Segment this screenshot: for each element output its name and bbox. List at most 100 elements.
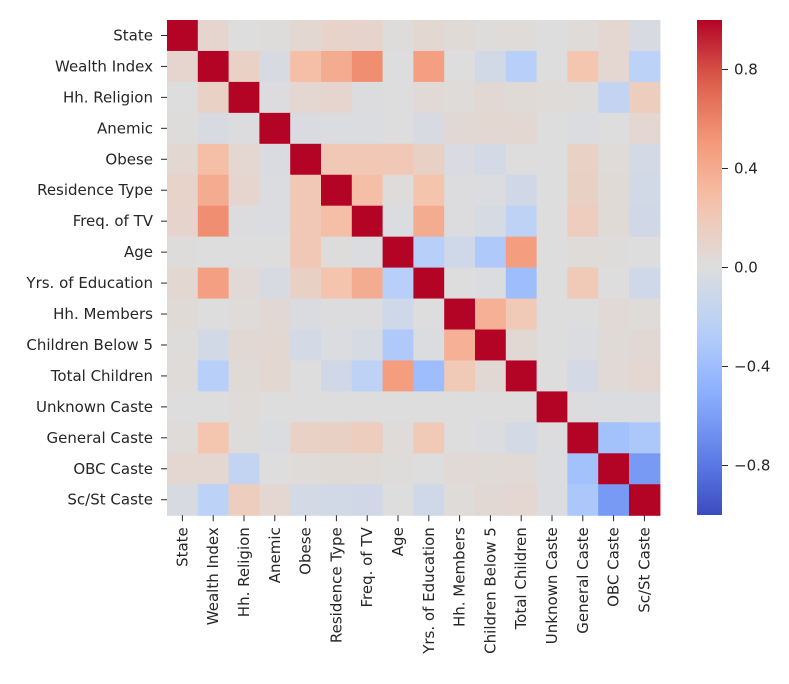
heatmap-cell-1-6 — [351, 50, 384, 83]
heatmap-cell-8-1 — [197, 267, 230, 300]
heatmap-cell-13-8 — [413, 422, 445, 454]
heatmap-cell-5-13 — [567, 174, 599, 207]
heatmap-cell-1-2 — [228, 50, 260, 83]
heatmap-cell-5-5 — [321, 174, 353, 207]
heatmap-cell-9-5 — [321, 298, 353, 331]
colorbar — [697, 20, 722, 515]
heatmap-cell-1-8 — [413, 50, 445, 83]
heatmap-cell-9-10 — [475, 298, 507, 331]
heatmap-cell-7-5 — [321, 236, 353, 269]
heatmap-cell-13-2 — [228, 422, 260, 454]
heatmap-cell-11-4 — [290, 360, 322, 392]
heatmap-cell-4-8 — [413, 143, 445, 176]
y-tick-label: Freq. of TV — [73, 212, 154, 230]
x-tick-label: Anemic — [266, 527, 284, 583]
heatmap-cell-1-1 — [197, 50, 230, 83]
heatmap-cell-5-14 — [598, 174, 630, 207]
heatmap-cell-7-12 — [536, 236, 568, 269]
heatmap-cell-0-3 — [259, 20, 291, 52]
x-tick-label: OBC Caste — [605, 527, 623, 607]
heatmap-cell-14-0 — [167, 453, 199, 485]
heatmap-cell-10-11 — [505, 329, 538, 362]
heatmap-cell-7-13 — [567, 236, 599, 269]
heatmap-cell-7-1 — [197, 236, 230, 269]
heatmap-cell-15-1 — [197, 484, 230, 516]
heatmap-cell-10-14 — [598, 329, 630, 362]
heatmap-cell-2-13 — [567, 81, 599, 114]
y-tick-label: OBC Caste — [73, 460, 153, 478]
heatmap-cell-2-14 — [598, 81, 630, 114]
heatmap-cell-2-4 — [290, 81, 322, 114]
heatmap-cell-6-4 — [290, 205, 322, 238]
heatmap-cell-12-8 — [413, 391, 445, 423]
heatmap-cell-11-1 — [197, 360, 230, 392]
heatmap-cell-5-12 — [536, 174, 568, 207]
heatmap-cell-9-11 — [505, 298, 538, 331]
heatmap-cell-4-15 — [629, 143, 661, 176]
x-tick-label: Total Children — [512, 527, 530, 630]
heatmap-cell-0-2 — [228, 20, 260, 52]
heatmap-cell-11-13 — [567, 360, 599, 392]
heatmap-cell-9-6 — [351, 298, 384, 331]
heatmap-cell-12-14 — [598, 391, 630, 423]
colorbar-tick-label: 0.8 — [734, 61, 758, 79]
heatmap-cell-10-4 — [290, 329, 322, 362]
heatmap-cell-1-0 — [167, 50, 199, 83]
heatmap-cell-3-13 — [567, 112, 599, 145]
heatmap-cell-9-12 — [536, 298, 568, 331]
heatmap-cell-0-12 — [536, 20, 568, 52]
heatmap-cell-3-7 — [382, 112, 414, 145]
x-tick-label: Children Below 5 — [481, 527, 499, 654]
heatmap-cell-4-1 — [197, 143, 230, 176]
heatmap-cell-3-9 — [444, 112, 476, 145]
heatmap-cell-1-11 — [505, 50, 538, 83]
heatmap-cell-4-14 — [598, 143, 630, 176]
heatmap-cell-15-0 — [167, 484, 199, 516]
heatmap-cell-11-3 — [259, 360, 291, 392]
colorbar-tick-label: −0.8 — [734, 457, 770, 475]
heatmap-cell-14-15 — [629, 453, 661, 485]
heatmap-cell-8-3 — [259, 267, 291, 300]
heatmap-cell-10-12 — [536, 329, 568, 362]
heatmap-cell-14-4 — [290, 453, 322, 485]
heatmap-cell-4-10 — [475, 143, 507, 176]
heatmap-cell-0-13 — [567, 20, 599, 52]
heatmap-cell-9-14 — [598, 298, 630, 331]
heatmap-cell-13-3 — [259, 422, 291, 454]
heatmap-cell-3-10 — [475, 112, 507, 145]
heatmap-cell-9-0 — [167, 298, 199, 331]
heatmap-cell-7-6 — [351, 236, 384, 269]
y-tick-label: Wealth Index — [55, 57, 153, 75]
heatmap-cell-13-10 — [475, 422, 507, 454]
heatmap-cell-10-7 — [382, 329, 414, 362]
x-tick-label: Hh. Religion — [235, 527, 253, 617]
heatmap-cell-14-10 — [475, 453, 507, 485]
heatmap-cell-15-7 — [382, 484, 414, 516]
heatmap-cell-5-4 — [290, 174, 322, 207]
heatmap-cell-14-1 — [197, 453, 230, 485]
heatmap-cell-0-15 — [629, 20, 661, 52]
heatmap-cell-6-3 — [259, 205, 291, 238]
heatmap-cell-2-10 — [475, 81, 507, 114]
heatmap-cell-6-15 — [629, 205, 661, 238]
heatmap-cell-9-2 — [228, 298, 260, 331]
heatmap-cell-0-9 — [444, 20, 476, 52]
heatmap-cell-8-10 — [475, 267, 507, 300]
heatmap-cell-10-6 — [351, 329, 384, 362]
heatmap-cell-13-1 — [197, 422, 230, 454]
heatmap-cell-4-5 — [321, 143, 353, 176]
y-tick-label: Unknown Caste — [36, 398, 153, 416]
heatmap-cell-15-12 — [536, 484, 568, 516]
heatmap-cell-10-15 — [629, 329, 661, 362]
heatmap-cell-1-12 — [536, 50, 568, 83]
heatmap-cell-13-0 — [167, 422, 199, 454]
heatmap-cell-1-10 — [475, 50, 507, 83]
heatmap-cell-12-0 — [167, 391, 199, 423]
heatmap-cell-15-14 — [598, 484, 630, 516]
heatmap-cell-6-8 — [413, 205, 445, 238]
heatmap-cell-8-11 — [505, 267, 538, 300]
heatmap-cell-0-14 — [598, 20, 630, 52]
heatmap-cell-13-5 — [321, 422, 353, 454]
heatmap-cell-3-2 — [228, 112, 260, 145]
heatmap-cell-6-13 — [567, 205, 599, 238]
